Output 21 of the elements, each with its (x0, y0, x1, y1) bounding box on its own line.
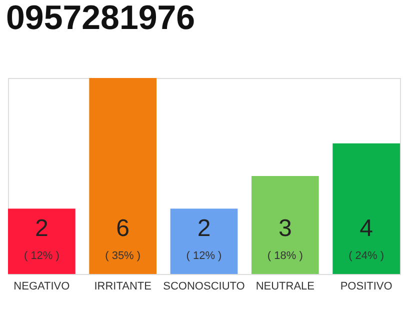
data-label: 2 (35, 215, 48, 242)
data-label: 3 (278, 215, 292, 242)
annotation: ( 35% ) (105, 250, 141, 262)
x-tick-label: NEUTRALE (256, 280, 315, 292)
bar (251, 176, 319, 274)
data-label: 4 (360, 215, 373, 242)
bar (89, 78, 157, 274)
annotation: ( 12% ) (186, 250, 222, 262)
x-tick-label: POSITIVO (340, 280, 393, 292)
data-label: 2 (197, 215, 211, 242)
annotation: ( 24% ) (348, 250, 384, 262)
data-label: 6 (116, 215, 130, 242)
annotation: ( 12% ) (24, 250, 60, 262)
bar (332, 143, 400, 274)
x-tick-label: NEGATIVO (14, 280, 70, 292)
chart-title: 0957281976 (6, 0, 196, 37)
x-tick-label: IRRITANTE (94, 280, 152, 292)
bar (8, 208, 76, 274)
bar (170, 208, 238, 274)
x-tick-label: SCONOSCIUTO (163, 280, 246, 292)
annotation: ( 18% ) (267, 250, 303, 262)
